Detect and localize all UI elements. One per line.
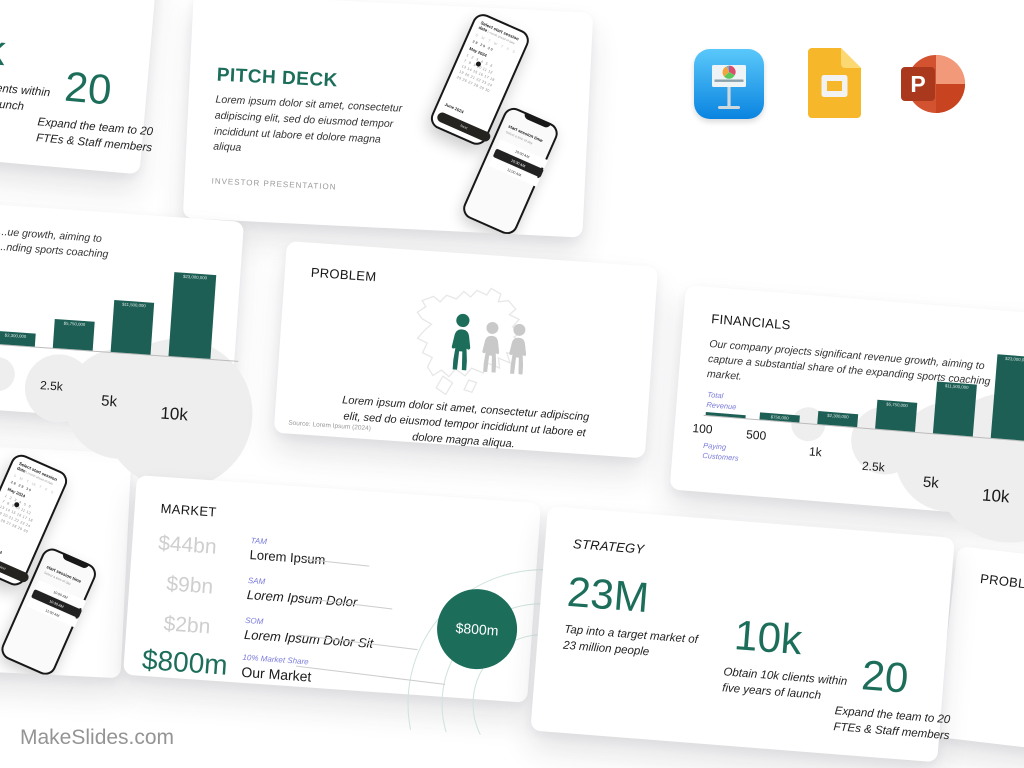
svg-text:P: P [910, 71, 925, 97]
